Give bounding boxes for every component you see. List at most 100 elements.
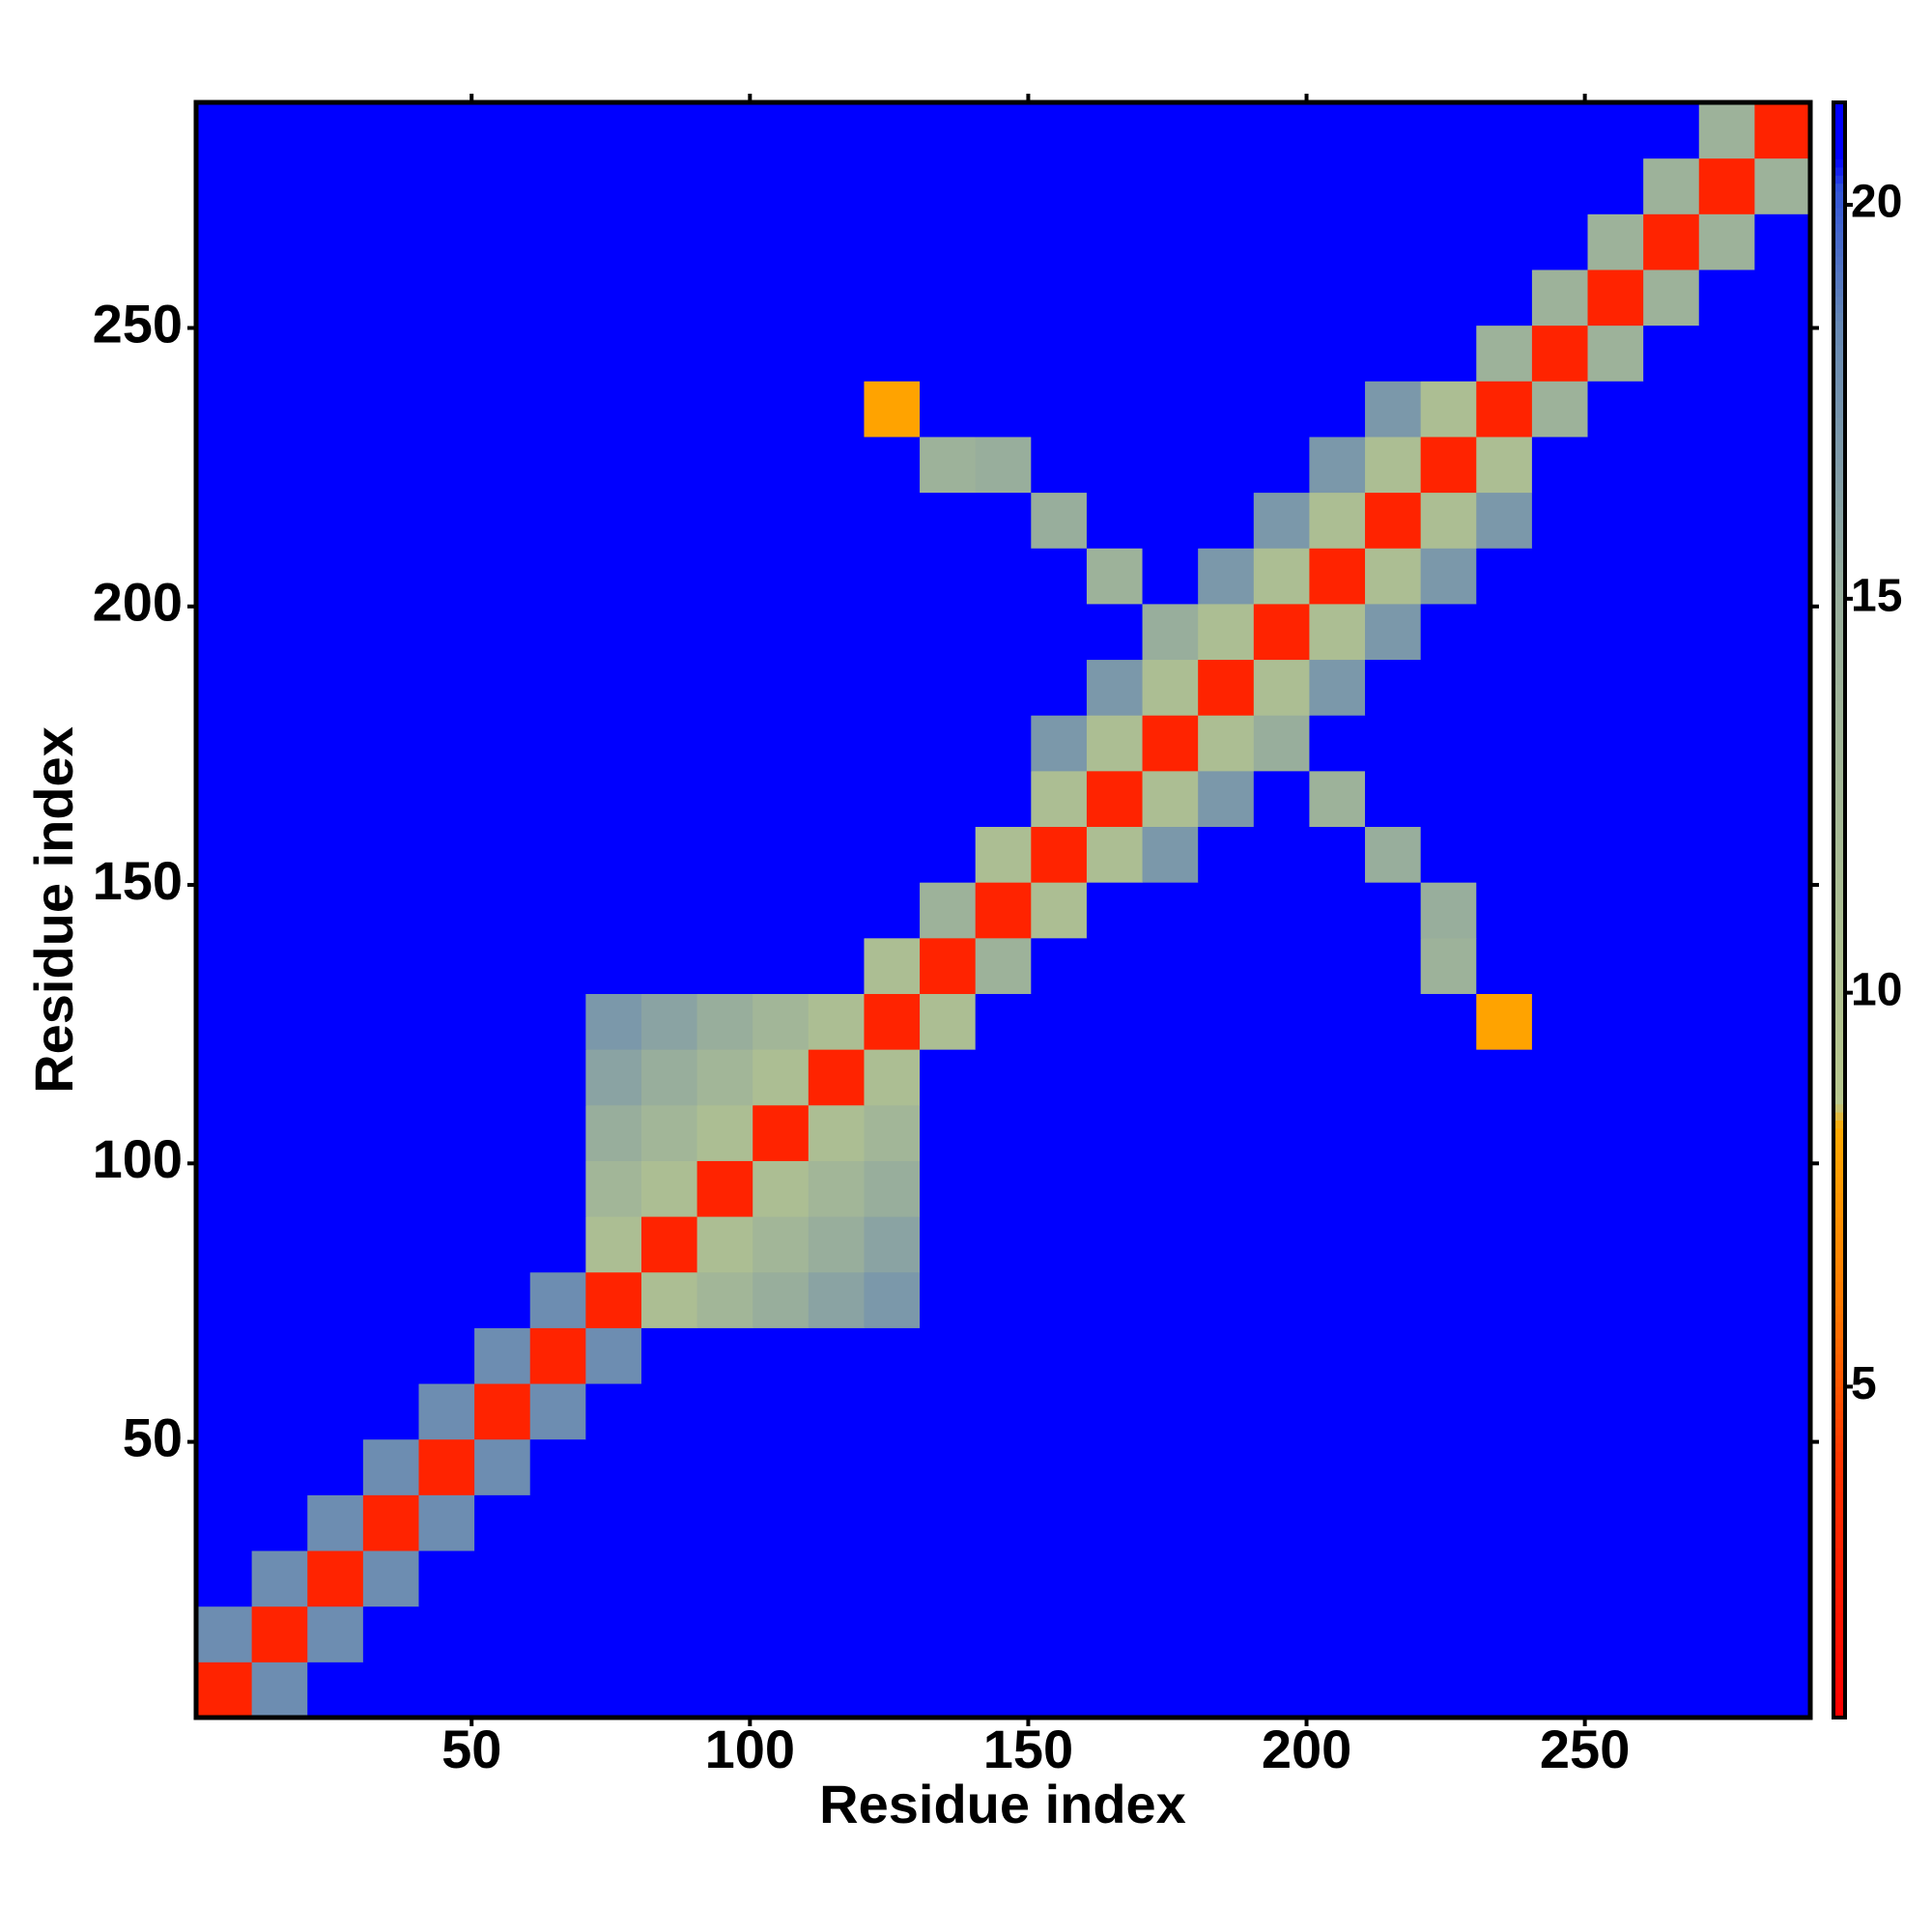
- heatmap-cell: [1643, 1438, 1700, 1495]
- heatmap-cell: [1031, 492, 1088, 549]
- heatmap-cell: [864, 102, 921, 159]
- heatmap-cell: [1365, 1049, 1422, 1106]
- heatmap-cell: [808, 1383, 865, 1440]
- heatmap-cell: [1142, 1494, 1199, 1551]
- colorbar-segment: [1833, 1466, 1845, 1476]
- heatmap-cell: [753, 381, 810, 438]
- colorbar-segment: [1833, 934, 1845, 944]
- colorbar-segment: [1833, 190, 1845, 200]
- heatmap-cell: [362, 993, 419, 1050]
- heatmap-cell: [196, 1271, 253, 1328]
- colorbar-segment: [1833, 506, 1845, 515]
- heatmap-cell: [1253, 826, 1310, 883]
- colorbar-segment: [1833, 1071, 1845, 1081]
- heatmap-cell: [251, 882, 308, 939]
- heatmap-cell: [808, 1605, 865, 1662]
- heatmap-cell: [585, 1662, 642, 1719]
- colorbar-segment: [1833, 1668, 1845, 1678]
- heatmap-cell: [920, 1605, 977, 1662]
- heatmap-cell: [362, 1216, 419, 1273]
- heatmap-cell: [307, 492, 364, 549]
- heatmap-cell: [640, 1662, 698, 1719]
- heatmap-cell: [529, 436, 586, 494]
- colorbar-segment: [1833, 1475, 1845, 1485]
- heatmap-cell: [1643, 826, 1700, 883]
- heatmap-cell: [808, 1049, 865, 1106]
- heatmap-cell: [864, 1216, 921, 1273]
- heatmap-cell: [864, 770, 921, 828]
- heatmap-cell: [1142, 1160, 1199, 1217]
- heatmap-cell: [753, 492, 810, 549]
- heatmap-cell: [362, 826, 419, 883]
- heatmap-cell: [696, 381, 753, 438]
- heatmap-cell: [1531, 1327, 1589, 1384]
- heatmap-cell: [1587, 937, 1644, 994]
- heatmap-cell: [529, 1160, 586, 1217]
- heatmap-cell: [1754, 715, 1811, 772]
- heatmap-cell: [196, 826, 253, 883]
- heatmap-cell: [1531, 603, 1589, 661]
- heatmap-cell: [1086, 993, 1144, 1050]
- colorbar-segment: [1833, 1579, 1845, 1589]
- heatmap-cell: [1531, 1160, 1589, 1217]
- colorbar-segment: [1833, 885, 1845, 895]
- colorbar-segment: [1833, 910, 1845, 919]
- heatmap-cell: [1531, 937, 1589, 994]
- heatmap-cell: [1698, 325, 1755, 382]
- colorbar-segment: [1833, 264, 1845, 273]
- heatmap-cell: [1309, 1662, 1366, 1719]
- heatmap-cell: [1253, 603, 1310, 661]
- heatmap-cell: [307, 1160, 364, 1217]
- heatmap-cell: [640, 993, 698, 1050]
- heatmap-cell: [1253, 269, 1310, 327]
- heatmap-cell: [1531, 381, 1589, 438]
- colorbar-segment: [1833, 1136, 1845, 1146]
- heatmap-cell: [362, 1327, 419, 1384]
- heatmap-cell: [920, 1271, 977, 1328]
- heatmap-cell: [1643, 603, 1700, 661]
- heatmap-cell: [1476, 1104, 1533, 1161]
- heatmap-cell: [1587, 213, 1644, 270]
- heatmap-cell: [1698, 381, 1755, 438]
- heatmap-cell: [696, 1383, 753, 1440]
- heatmap-cell: [1531, 436, 1589, 494]
- heatmap-cell: [1142, 492, 1199, 549]
- heatmap-cell: [1253, 1383, 1310, 1440]
- colorbar-segment: [1833, 1442, 1845, 1452]
- heatmap-cell: [1365, 436, 1422, 494]
- heatmap-cell: [975, 1271, 1032, 1328]
- colorbar-segment: [1833, 417, 1845, 426]
- heatmap-cell: [1365, 1494, 1422, 1551]
- colorbar-segment: [1833, 861, 1845, 870]
- x-tick-label: 50: [441, 1719, 501, 1779]
- heatmap-cell: [864, 1271, 921, 1328]
- colorbar-segment: [1833, 562, 1845, 572]
- heatmap-cell: [251, 1605, 308, 1662]
- heatmap-cell: [975, 1605, 1032, 1662]
- colorbar-segment: [1833, 958, 1845, 968]
- heatmap-cell: [418, 1494, 475, 1551]
- heatmap-cell: [196, 1216, 253, 1273]
- colorbar-segment: [1833, 1692, 1845, 1702]
- colorbar-segment: [1833, 966, 1845, 976]
- colorbar-segment: [1833, 579, 1845, 588]
- heatmap-cell: [696, 1605, 753, 1662]
- heatmap-cell: [920, 659, 977, 716]
- heatmap-cell: [307, 381, 364, 438]
- y-tick-label: 50: [123, 1406, 183, 1467]
- heatmap-cell: [1420, 603, 1477, 661]
- heatmap-cell: [1198, 1550, 1255, 1607]
- heatmap-cell: [808, 548, 865, 605]
- heatmap-cell: [1086, 1160, 1144, 1217]
- colorbar-segment: [1833, 336, 1845, 346]
- colorbar-frame: [1832, 100, 1847, 1719]
- heatmap-cell: [753, 1438, 810, 1495]
- heatmap-cell: [1754, 436, 1811, 494]
- heatmap-cell: [585, 659, 642, 716]
- heatmap-cell: [696, 603, 753, 661]
- heatmap-cell: [362, 492, 419, 549]
- colorbar-segment: [1833, 102, 1845, 111]
- heatmap-cell: [251, 1550, 308, 1607]
- heatmap-cell: [1643, 548, 1700, 605]
- heatmap-cell: [585, 1438, 642, 1495]
